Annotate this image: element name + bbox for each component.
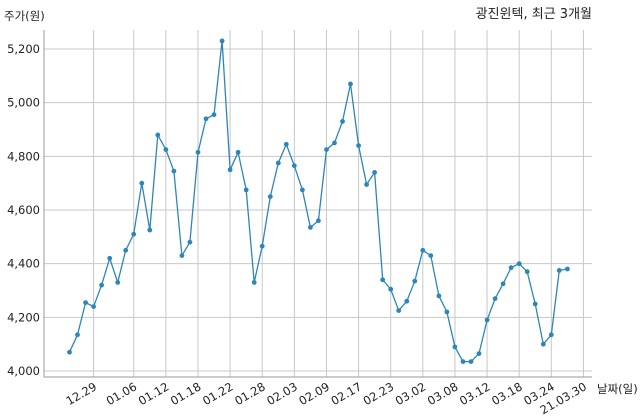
- x-tick-labels: 12.29 01.0601.1201.1801.2201.2802.0302.09…: [64, 379, 589, 417]
- y-tick-label: 5,200: [7, 42, 40, 56]
- data-point: [259, 243, 265, 249]
- data-point: [235, 149, 241, 155]
- data-point: [565, 266, 570, 272]
- data-point: [420, 247, 426, 253]
- data-point: [291, 163, 297, 169]
- data-point: [396, 308, 402, 313]
- data-point: [123, 247, 129, 253]
- series: [67, 38, 570, 364]
- y-tick-label: 5,000: [7, 96, 40, 110]
- data-point: [275, 160, 281, 166]
- data-point: [131, 231, 137, 237]
- chart-title: 광진윈텍, 최근 3개월: [476, 7, 592, 22]
- data-point: [516, 261, 522, 267]
- x-tick-label: 03.02: [393, 379, 429, 408]
- data-point: [460, 359, 466, 364]
- data-point: [372, 170, 377, 175]
- data-point: [316, 218, 321, 224]
- data-point: [524, 269, 530, 275]
- y-tick-label: 4,600: [7, 203, 40, 217]
- data-point: [484, 317, 490, 323]
- data-point: [115, 280, 121, 285]
- data-point: [227, 167, 233, 173]
- data-point: [364, 182, 369, 187]
- x-tick-label: 03.08: [425, 379, 461, 408]
- x-tick-label: 01.12: [136, 379, 172, 408]
- x-tick-label: 01.22: [200, 379, 236, 408]
- y-axis-title: 주가(원): [4, 9, 45, 23]
- data-point: [548, 332, 554, 338]
- data-point: [171, 168, 177, 174]
- y-tick-label: 4,000: [7, 364, 40, 378]
- data-point: [348, 81, 353, 87]
- data-point: [155, 132, 161, 138]
- x-tick-label: 01.18: [168, 379, 204, 408]
- y-tick-label: 4,200: [7, 310, 40, 324]
- data-point: [532, 301, 538, 307]
- series-line: [68, 40, 568, 363]
- x-tick-label: 03.12: [457, 379, 493, 408]
- data-point: [444, 309, 450, 315]
- data-point: [404, 298, 410, 304]
- data-point: [412, 278, 418, 284]
- y-tick-label: 4,400: [7, 257, 40, 271]
- data-point: [380, 277, 386, 283]
- data-point: [187, 239, 193, 245]
- x-tick-label: 02.17: [329, 379, 365, 408]
- data-point: [83, 300, 88, 305]
- data-point: [91, 304, 96, 309]
- data-point: [99, 282, 104, 288]
- y-tick-label: 4,800: [7, 149, 40, 163]
- data-point: [428, 253, 434, 258]
- data-point: [300, 187, 305, 193]
- x-tick-label: 03.18: [489, 379, 525, 408]
- data-point: [243, 187, 249, 193]
- data-point: [267, 194, 273, 200]
- data-point: [388, 286, 394, 292]
- data-point: [163, 147, 169, 153]
- data-point: [75, 332, 80, 338]
- data-point: [468, 359, 474, 364]
- data-point: [251, 280, 257, 285]
- data-point: [67, 349, 72, 355]
- data-point: [139, 180, 145, 186]
- x-tick-label: 02.09: [296, 379, 332, 408]
- y-tick-labels: 4,000 4,200 4,400 4,600 4,800 5,000 5,200: [7, 42, 40, 378]
- data-point: [308, 225, 313, 230]
- x-tick-label: 12.29: [64, 379, 100, 408]
- axes: [43, 30, 592, 378]
- data-point: [195, 149, 201, 155]
- data-point: [436, 293, 442, 299]
- data-point: [332, 140, 337, 146]
- data-point: [476, 351, 482, 356]
- data-point: [179, 253, 185, 258]
- x-axis-title: 날짜(일): [597, 382, 638, 396]
- data-point: [356, 143, 361, 149]
- x-tick-label: 01.06: [104, 379, 140, 408]
- x-tick-label: 02.03: [264, 379, 300, 408]
- data-point: [540, 341, 546, 347]
- x-tick-label: 01.28: [232, 379, 268, 408]
- x-tick-label: 02.23: [361, 379, 397, 408]
- data-point: [283, 141, 289, 147]
- data-point: [500, 281, 506, 287]
- data-point: [211, 112, 217, 118]
- data-point: [219, 38, 225, 44]
- data-point: [452, 344, 458, 350]
- grid: [44, 30, 592, 377]
- data-point: [107, 255, 113, 261]
- data-point: [324, 147, 329, 153]
- data-point: [340, 119, 345, 124]
- data-point: [492, 296, 498, 301]
- data-point: [147, 227, 153, 233]
- data-point: [508, 265, 514, 271]
- data-point: [203, 116, 209, 122]
- data-point: [556, 268, 562, 273]
